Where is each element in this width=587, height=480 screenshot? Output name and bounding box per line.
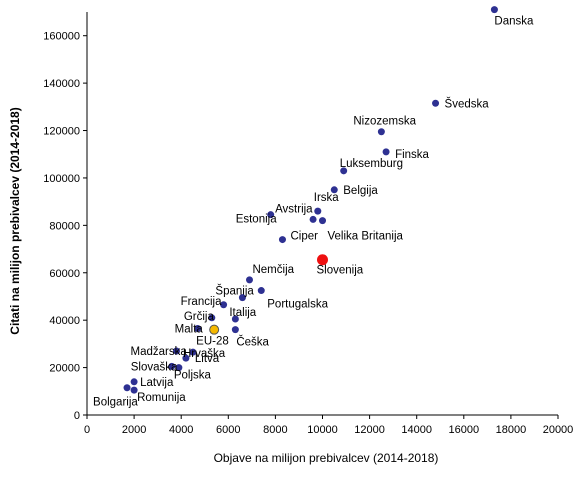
point-belgija xyxy=(330,186,338,194)
label-bolgarija: Bolgarija xyxy=(93,397,138,409)
label-gr-ija: Grčija xyxy=(184,311,215,323)
point-hrva-ka xyxy=(189,348,197,356)
point-danska xyxy=(490,6,498,14)
point-ciper xyxy=(278,236,286,244)
label-belgija: Belgija xyxy=(343,185,378,197)
label-velika-britanija: Velika Britanija xyxy=(328,231,404,243)
data-points xyxy=(123,6,498,394)
y-tick-label: 100000 xyxy=(43,173,80,185)
point-gr-ija xyxy=(208,314,216,322)
label-irska: Irska xyxy=(314,192,340,204)
label-italija: Italija xyxy=(229,307,256,319)
point-eu-28 xyxy=(209,324,220,335)
label-finska: Finska xyxy=(395,149,429,161)
point-malta xyxy=(194,324,202,332)
x-tick-label: 16000 xyxy=(449,424,480,436)
x-axis-title: Objave na milijon prebivalcev (2014-2018… xyxy=(214,451,439,465)
label-slova-ka: Slovaška xyxy=(131,361,178,373)
point-slovenija xyxy=(317,254,328,266)
y-axis-title: Citati na milijon prebivalcev (2014-2018… xyxy=(8,107,22,334)
x-tick-label: 6000 xyxy=(216,424,240,436)
label-poljska: Poljska xyxy=(174,370,212,382)
ticks: 0 2000 4000 6000 8000 10000 12000 14000 16000 180… xyxy=(43,31,573,436)
point-portugalska xyxy=(257,287,265,295)
x-tick-label: 8000 xyxy=(263,424,287,436)
point-luksemburg xyxy=(340,167,348,175)
x-tick-label: 20000 xyxy=(543,424,574,436)
label-portugalska: Portugalska xyxy=(267,299,328,311)
label-danska: Danska xyxy=(494,16,534,28)
point-finska xyxy=(382,148,390,156)
point-slova-ka xyxy=(168,362,176,370)
label-avstrija: Avstrija xyxy=(275,203,313,215)
label-latvija: Latvija xyxy=(140,377,174,389)
y-tick-label: 120000 xyxy=(43,126,80,138)
label-eu-28: EU-28 xyxy=(196,336,229,348)
label--panija: Španija xyxy=(215,285,254,298)
point-nem-ija xyxy=(245,276,253,284)
point-velika-britanija xyxy=(319,217,326,225)
label-estonija: Estonija xyxy=(236,214,278,226)
point-romunija xyxy=(130,386,138,394)
label-francija: Francija xyxy=(181,296,223,308)
y-tick-label: 160000 xyxy=(43,31,80,43)
point-avstrija xyxy=(309,215,317,223)
y-tick-label: 20000 xyxy=(49,363,80,375)
label-litva: Litva xyxy=(195,353,220,365)
y-tick-label: 40000 xyxy=(49,315,80,327)
x-tick-label: 14000 xyxy=(401,424,432,436)
y-tick-label: 80000 xyxy=(49,220,80,232)
point-latvija xyxy=(130,378,138,386)
y-tick-label: 140000 xyxy=(43,78,80,90)
label-slovenija: Slovenija xyxy=(317,265,364,277)
label-ciper: Ciper xyxy=(290,231,318,243)
label-nizozemska: Nizozemska xyxy=(353,116,416,128)
y-tick-label: 60000 xyxy=(49,268,80,280)
point-poljska xyxy=(175,364,183,372)
label-nem-ija: Nemčija xyxy=(252,264,294,276)
label--e-ka: Češka xyxy=(236,336,269,349)
point-francija xyxy=(220,301,228,309)
point-irska xyxy=(314,207,322,215)
point--panija xyxy=(238,294,246,302)
x-tick-label: 4000 xyxy=(169,424,193,436)
x-tick-label: 10000 xyxy=(307,424,338,436)
y-tick-label: 0 xyxy=(74,410,80,422)
point-estonija xyxy=(267,211,275,219)
label-romunija: Romunija xyxy=(137,392,186,404)
point-mad-arska xyxy=(172,347,180,355)
point-litva xyxy=(182,354,190,362)
label--vedska: Švedska xyxy=(445,97,490,110)
label-mad-arska: Madžarska xyxy=(130,346,187,358)
x-tick-label: 0 xyxy=(84,424,90,436)
x-tick-label: 18000 xyxy=(496,424,527,436)
point-nizozemska xyxy=(377,128,385,136)
x-tick-label: 2000 xyxy=(122,424,146,436)
point--e-ka xyxy=(231,326,239,334)
point-bolgarija xyxy=(123,384,131,392)
label-luksemburg: Luksemburg xyxy=(340,158,403,170)
point-italija xyxy=(231,315,239,323)
label-malta: Malta xyxy=(175,323,204,335)
x-tick-label: 12000 xyxy=(354,424,385,436)
label-hrva-ka: Hrvaška xyxy=(183,348,226,360)
point--vedska xyxy=(432,99,440,107)
